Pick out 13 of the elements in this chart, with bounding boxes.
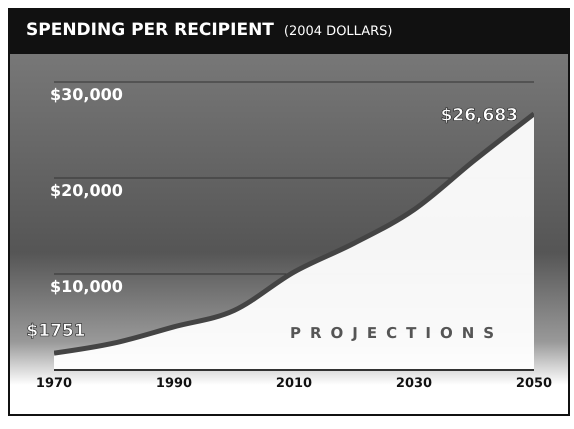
x-tick-label: 1970 <box>36 376 72 392</box>
y-tick-label: $10,000 <box>50 277 123 296</box>
chart-subtitle: (2004 DOLLARS) <box>284 24 392 39</box>
data-label: $1751 <box>26 320 86 341</box>
annotation: PROJECTIONS <box>290 324 504 342</box>
x-tick-label: 2030 <box>396 376 432 392</box>
chart-title: SPENDING PER RECIPIENT <box>26 20 274 40</box>
x-tick-label: 2010 <box>276 376 312 392</box>
y-tick-label: $20,000 <box>50 181 123 200</box>
data-label: $26,683 <box>440 105 518 126</box>
x-tick-label: 2050 <box>516 376 552 392</box>
y-tick-label: $30,000 <box>50 85 123 104</box>
x-tick-label: 1990 <box>156 376 192 392</box>
